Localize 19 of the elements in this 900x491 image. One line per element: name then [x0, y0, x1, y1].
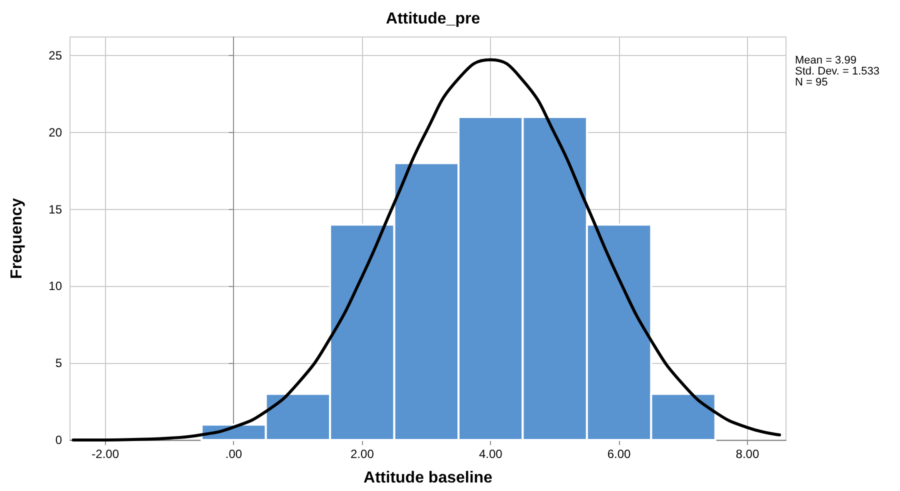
y-tick-label: 0 [55, 433, 62, 447]
x-tick-label: .00 [225, 447, 242, 461]
y-tick-label: 15 [48, 202, 62, 216]
y-tick-label: 5 [55, 356, 62, 370]
y-tick-label: 25 [48, 48, 62, 62]
y-tick-label: 10 [48, 279, 62, 294]
text: Mean = 3.99 [795, 54, 856, 66]
chart-title: Attitude_pre [386, 10, 480, 28]
line-series [72, 58, 782, 442]
y-axis-title: Frequency [8, 198, 26, 279]
text: N = 95 [795, 76, 828, 88]
x-tick-label: 6.00 [607, 447, 632, 461]
text: Std. Dev. = 1.533 [795, 66, 880, 78]
x-tick-label: -2.00 [92, 447, 120, 461]
x-tick-label: 4.00 [478, 447, 503, 461]
x-axis-title: Attitude baseline [364, 470, 493, 486]
x-tick-label: 2.00 [350, 447, 374, 461]
y-tick-label: 20 [48, 125, 62, 140]
x-tick-label: 8.00 [736, 447, 760, 461]
